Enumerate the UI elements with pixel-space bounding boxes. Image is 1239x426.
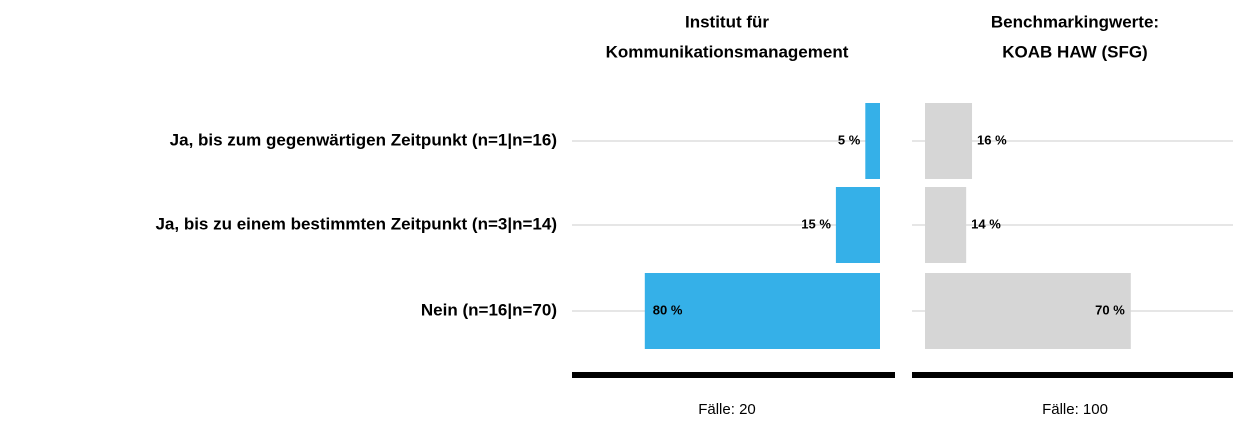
- footer: Fälle: 20: [698, 401, 756, 418]
- value-label: 70 %: [1095, 302, 1125, 317]
- bar: [644, 273, 880, 349]
- value-label: 16 %: [977, 132, 1007, 147]
- value-label: 15 %: [801, 216, 831, 231]
- value-label: 14 %: [971, 216, 1001, 231]
- bar: [865, 103, 880, 179]
- panel-title: KOAB HAW (SFG): [1002, 42, 1147, 61]
- panel-title: Institut für: [685, 12, 769, 31]
- bar: [925, 273, 1131, 349]
- value-label: 80 %: [653, 302, 683, 317]
- panel-title: Kommunikationsmanagement: [606, 42, 849, 61]
- bar: [835, 187, 880, 263]
- bar: [925, 103, 973, 179]
- category-label: Ja, bis zu einem bestimmten Zeitpunkt (n…: [155, 214, 557, 233]
- category-label: Nein (n=16|n=70): [421, 300, 557, 319]
- value-label: 5 %: [838, 132, 861, 147]
- footer: Fälle: 100: [1042, 401, 1108, 418]
- bar: [925, 187, 967, 263]
- category-label: Ja, bis zum gegenwärtigen Zeitpunkt (n=1…: [170, 130, 557, 149]
- panel-title: Benchmarkingwerte:: [991, 12, 1159, 31]
